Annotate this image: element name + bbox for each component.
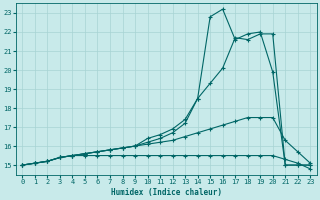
X-axis label: Humidex (Indice chaleur): Humidex (Indice chaleur) xyxy=(111,188,222,197)
